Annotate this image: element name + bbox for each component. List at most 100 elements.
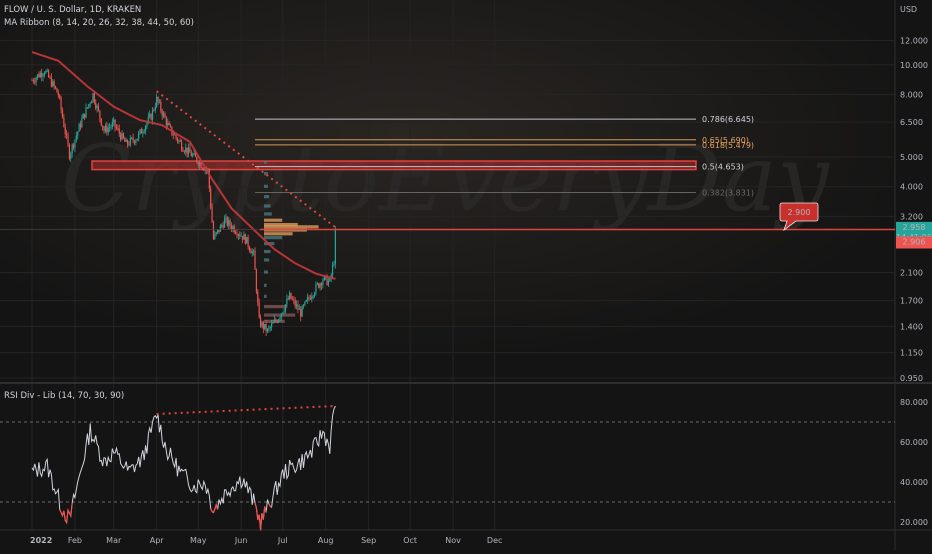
candle-body [254, 250, 256, 270]
candle-body [313, 293, 316, 296]
candle-body [261, 322, 263, 327]
candle-body [289, 292, 291, 300]
candle-body [45, 71, 47, 74]
candle-body [67, 135, 69, 145]
candle-body [228, 220, 230, 226]
candle-body [304, 301, 306, 306]
candle-body [89, 103, 91, 105]
candle-body [118, 128, 120, 134]
candle-body [247, 237, 249, 247]
main-pane-background [0, 0, 895, 382]
candle-body [144, 126, 147, 132]
candle-body [49, 77, 51, 78]
candle-body [39, 73, 41, 78]
candle-body [290, 292, 292, 299]
candle-body [169, 125, 172, 127]
volume-profile-bar [264, 195, 270, 199]
candle-body [222, 225, 224, 228]
candle-body [183, 151, 185, 153]
candle-body [138, 132, 140, 139]
candle-body [286, 298, 288, 305]
candle-body [291, 298, 294, 300]
rsi-tick-label: 40.000 [900, 478, 928, 487]
candle-body [312, 295, 314, 297]
candle-body [331, 265, 334, 275]
candle-body [53, 81, 55, 87]
candle-body [330, 274, 332, 279]
price-tick-label: 1.700 [900, 297, 923, 306]
candle-body [221, 225, 223, 227]
candle-body [309, 298, 312, 300]
candle-body [210, 188, 212, 208]
candle-body [128, 144, 130, 146]
price-tick-label: 8.000 [900, 90, 923, 99]
candle-body [168, 122, 170, 126]
candle-body [124, 138, 126, 142]
candle-body [56, 88, 58, 93]
volume-profile-bar [264, 225, 319, 229]
price-tick-label: 0.950 [900, 374, 923, 383]
candle-body [179, 140, 181, 142]
candle-body [35, 77, 37, 83]
candle-body [70, 153, 72, 159]
price-tick-label: 5.000 [900, 153, 923, 162]
candle-body [219, 225, 221, 232]
candle-body [236, 233, 238, 236]
candle-body [294, 300, 296, 307]
candle-body [280, 313, 282, 318]
candle-body [250, 250, 252, 254]
volume-profile-bar [264, 283, 267, 287]
candle-body [106, 125, 108, 133]
symbol-title[interactable]: FLOW / U. S. Dollar, 1D, KRAKEN [4, 5, 142, 15]
candle-body [185, 147, 187, 152]
candle-body [334, 229, 336, 265]
candle-body [258, 302, 260, 318]
volume-profile-bar [264, 204, 271, 208]
candle-body [120, 133, 122, 140]
candle-body [151, 109, 154, 121]
candle-body [41, 73, 43, 77]
volume-profile-bar [264, 258, 270, 262]
candle-body [96, 105, 98, 109]
rsi-tick-label: 20.000 [900, 518, 928, 527]
candle-body [149, 114, 151, 117]
candle-body [100, 118, 102, 126]
volume-profile-bar [264, 184, 268, 188]
candle-body [230, 225, 233, 230]
candle-body [104, 125, 107, 132]
candle-body [329, 278, 331, 281]
candle-body [48, 70, 50, 78]
candle-body [305, 300, 307, 302]
candle-body [131, 137, 133, 139]
candle-body [174, 134, 176, 136]
candle-body [259, 317, 262, 327]
candle-body [186, 147, 188, 154]
candle-body [248, 246, 251, 251]
candle-body [75, 135, 77, 140]
price-tick-label: 6.500 [900, 118, 923, 127]
candle-body [327, 280, 330, 286]
candle-body [319, 283, 321, 288]
candle-body [275, 319, 277, 322]
candle-body [204, 169, 206, 171]
candle-body [142, 132, 144, 134]
candle-body [268, 327, 270, 329]
rsi-oversold-segment [268, 503, 272, 508]
candle-body [97, 105, 100, 111]
candle-body [257, 291, 259, 303]
candle-body [57, 92, 59, 96]
candle-body [316, 283, 318, 285]
candle-body [287, 298, 289, 300]
indicator-legend[interactable]: MA Ribbon (8, 14, 20, 26, 32, 38, 44, 50… [4, 18, 194, 28]
candle-body [78, 124, 80, 132]
candle-body [241, 235, 244, 240]
rsi-legend[interactable]: RSI Div - Lib (14, 70, 30, 90) [4, 391, 125, 401]
price-badge-text: 2.906 [903, 237, 926, 246]
candle-body [207, 169, 209, 171]
candle-body [203, 168, 205, 171]
candle-body [225, 217, 227, 219]
candle-body [140, 129, 143, 134]
price-tick-label: 3.200 [900, 212, 923, 221]
candle-body [193, 152, 195, 155]
